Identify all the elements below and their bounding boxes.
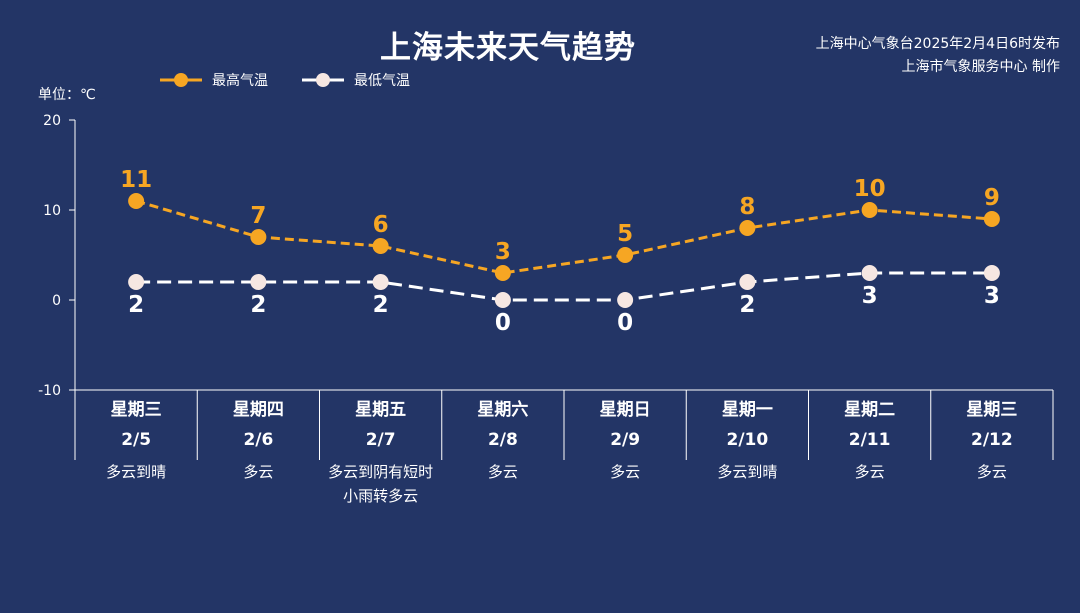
point-high <box>128 193 145 209</box>
data-label-low: 0 <box>495 310 511 336</box>
x-tick-weekday: 星期五 <box>355 400 407 420</box>
data-label-low: 3 <box>862 283 878 309</box>
x-tick-date: 2/8 <box>487 430 518 450</box>
data-label-high: 11 <box>120 167 152 193</box>
x-tick-weather: 多云到阴有短时小雨转多云 <box>328 463 434 505</box>
point-high <box>739 220 756 236</box>
point-high <box>861 202 878 218</box>
point-high <box>250 229 267 245</box>
point-high <box>617 247 634 263</box>
point-low <box>983 265 1000 281</box>
x-tick-date: 2/5 <box>121 430 152 450</box>
x-tick-weather: 多云到晴 <box>106 463 167 481</box>
point-high <box>983 211 1000 227</box>
issuer-text: 上海中心气象台2025年2月4日6时发布 <box>815 36 1060 52</box>
x-tick-weekday: 星期日 <box>599 400 651 420</box>
point-low <box>128 274 145 290</box>
point-high <box>494 265 511 281</box>
point-low <box>739 274 756 290</box>
y-tick-label: 20 <box>43 113 61 129</box>
x-tick-date: 2/6 <box>243 430 274 450</box>
x-tick-weather: 多云 <box>854 463 885 481</box>
data-label-high: 10 <box>854 176 886 202</box>
legend-swatch-high <box>160 73 202 87</box>
data-label-low: 2 <box>739 292 755 318</box>
x-tick-weekday: 星期三 <box>966 400 1018 420</box>
x-tick-weekday: 星期四 <box>232 400 284 420</box>
data-label-high: 7 <box>250 203 266 229</box>
x-tick-weather: 多云 <box>976 463 1007 481</box>
x-tick-date: 2/10 <box>726 430 769 450</box>
x-tick-weekday: 星期三 <box>110 400 162 420</box>
data-label-low: 2 <box>250 292 266 318</box>
data-label-low: 3 <box>984 283 1000 309</box>
x-category: 星期三 2/12 多云 <box>931 394 1053 484</box>
x-tick-weekday: 星期二 <box>844 400 896 420</box>
x-tick-date: 2/12 <box>971 430 1013 450</box>
point-high <box>372 238 389 254</box>
x-category: 星期三 2/5 多云到晴 <box>75 394 197 484</box>
y-tick-label: 0 <box>52 293 61 309</box>
series-line-low <box>136 271 992 302</box>
x-tick-weather: 多云 <box>487 463 518 481</box>
point-low <box>861 265 878 281</box>
data-label-low: 2 <box>373 292 389 318</box>
producer-text: 上海市气象服务中心 制作 <box>901 59 1060 75</box>
data-label-low: 0 <box>617 310 633 336</box>
x-tick-weather: 多云 <box>610 463 641 481</box>
point-low <box>372 274 389 290</box>
y-tick-label: -10 <box>38 383 61 399</box>
chart-title: 上海未来天气趋势 <box>380 30 636 66</box>
point-low <box>494 292 511 308</box>
unit-label: 单位：℃ <box>38 87 96 103</box>
data-label-high: 3 <box>495 239 511 265</box>
x-tick-weekday: 星期一 <box>721 400 773 420</box>
x-tick-date: 2/7 <box>365 430 396 450</box>
x-category: 星期四 2/6 多云 <box>197 394 319 484</box>
credits: 上海中心气象台2025年2月4日6时发布 上海市气象服务中心 制作 <box>816 33 1060 79</box>
x-category: 星期日 2/9 多云 <box>564 394 686 484</box>
legend-swatch-low <box>302 73 344 87</box>
legend-label-low: 最低气温 <box>354 73 410 89</box>
legend: 最高气温 最低气温 <box>158 70 410 90</box>
x-category: 星期一 2/10 多云到晴 <box>686 394 808 484</box>
x-category: 星期六 2/8 多云 <box>442 394 564 484</box>
x-category: 星期五 2/7 多云到阴有短时小雨转多云 <box>320 394 442 508</box>
x-tick-date: 2/11 <box>848 430 891 450</box>
y-tick-label: 10 <box>43 203 61 219</box>
x-category: 星期二 2/11 多云 <box>809 394 931 484</box>
legend-label-high: 最高气温 <box>212 73 268 89</box>
point-low <box>250 274 267 290</box>
data-label-high: 5 <box>617 221 633 247</box>
data-label-low: 2 <box>128 292 144 318</box>
x-tick-date: 2/9 <box>610 430 641 450</box>
data-label-high: 9 <box>984 185 1000 211</box>
point-low <box>617 292 634 308</box>
x-tick-weekday: 星期六 <box>477 400 529 420</box>
series-line-high <box>135 199 992 275</box>
legend-item-low: 最低气温 <box>300 70 410 90</box>
legend-item-high: 最高气温 <box>158 70 268 90</box>
data-label-high: 6 <box>373 212 389 238</box>
x-tick-weather: 多云 <box>243 463 274 481</box>
data-label-high: 8 <box>739 194 755 220</box>
x-tick-weather: 多云到晴 <box>717 463 778 481</box>
